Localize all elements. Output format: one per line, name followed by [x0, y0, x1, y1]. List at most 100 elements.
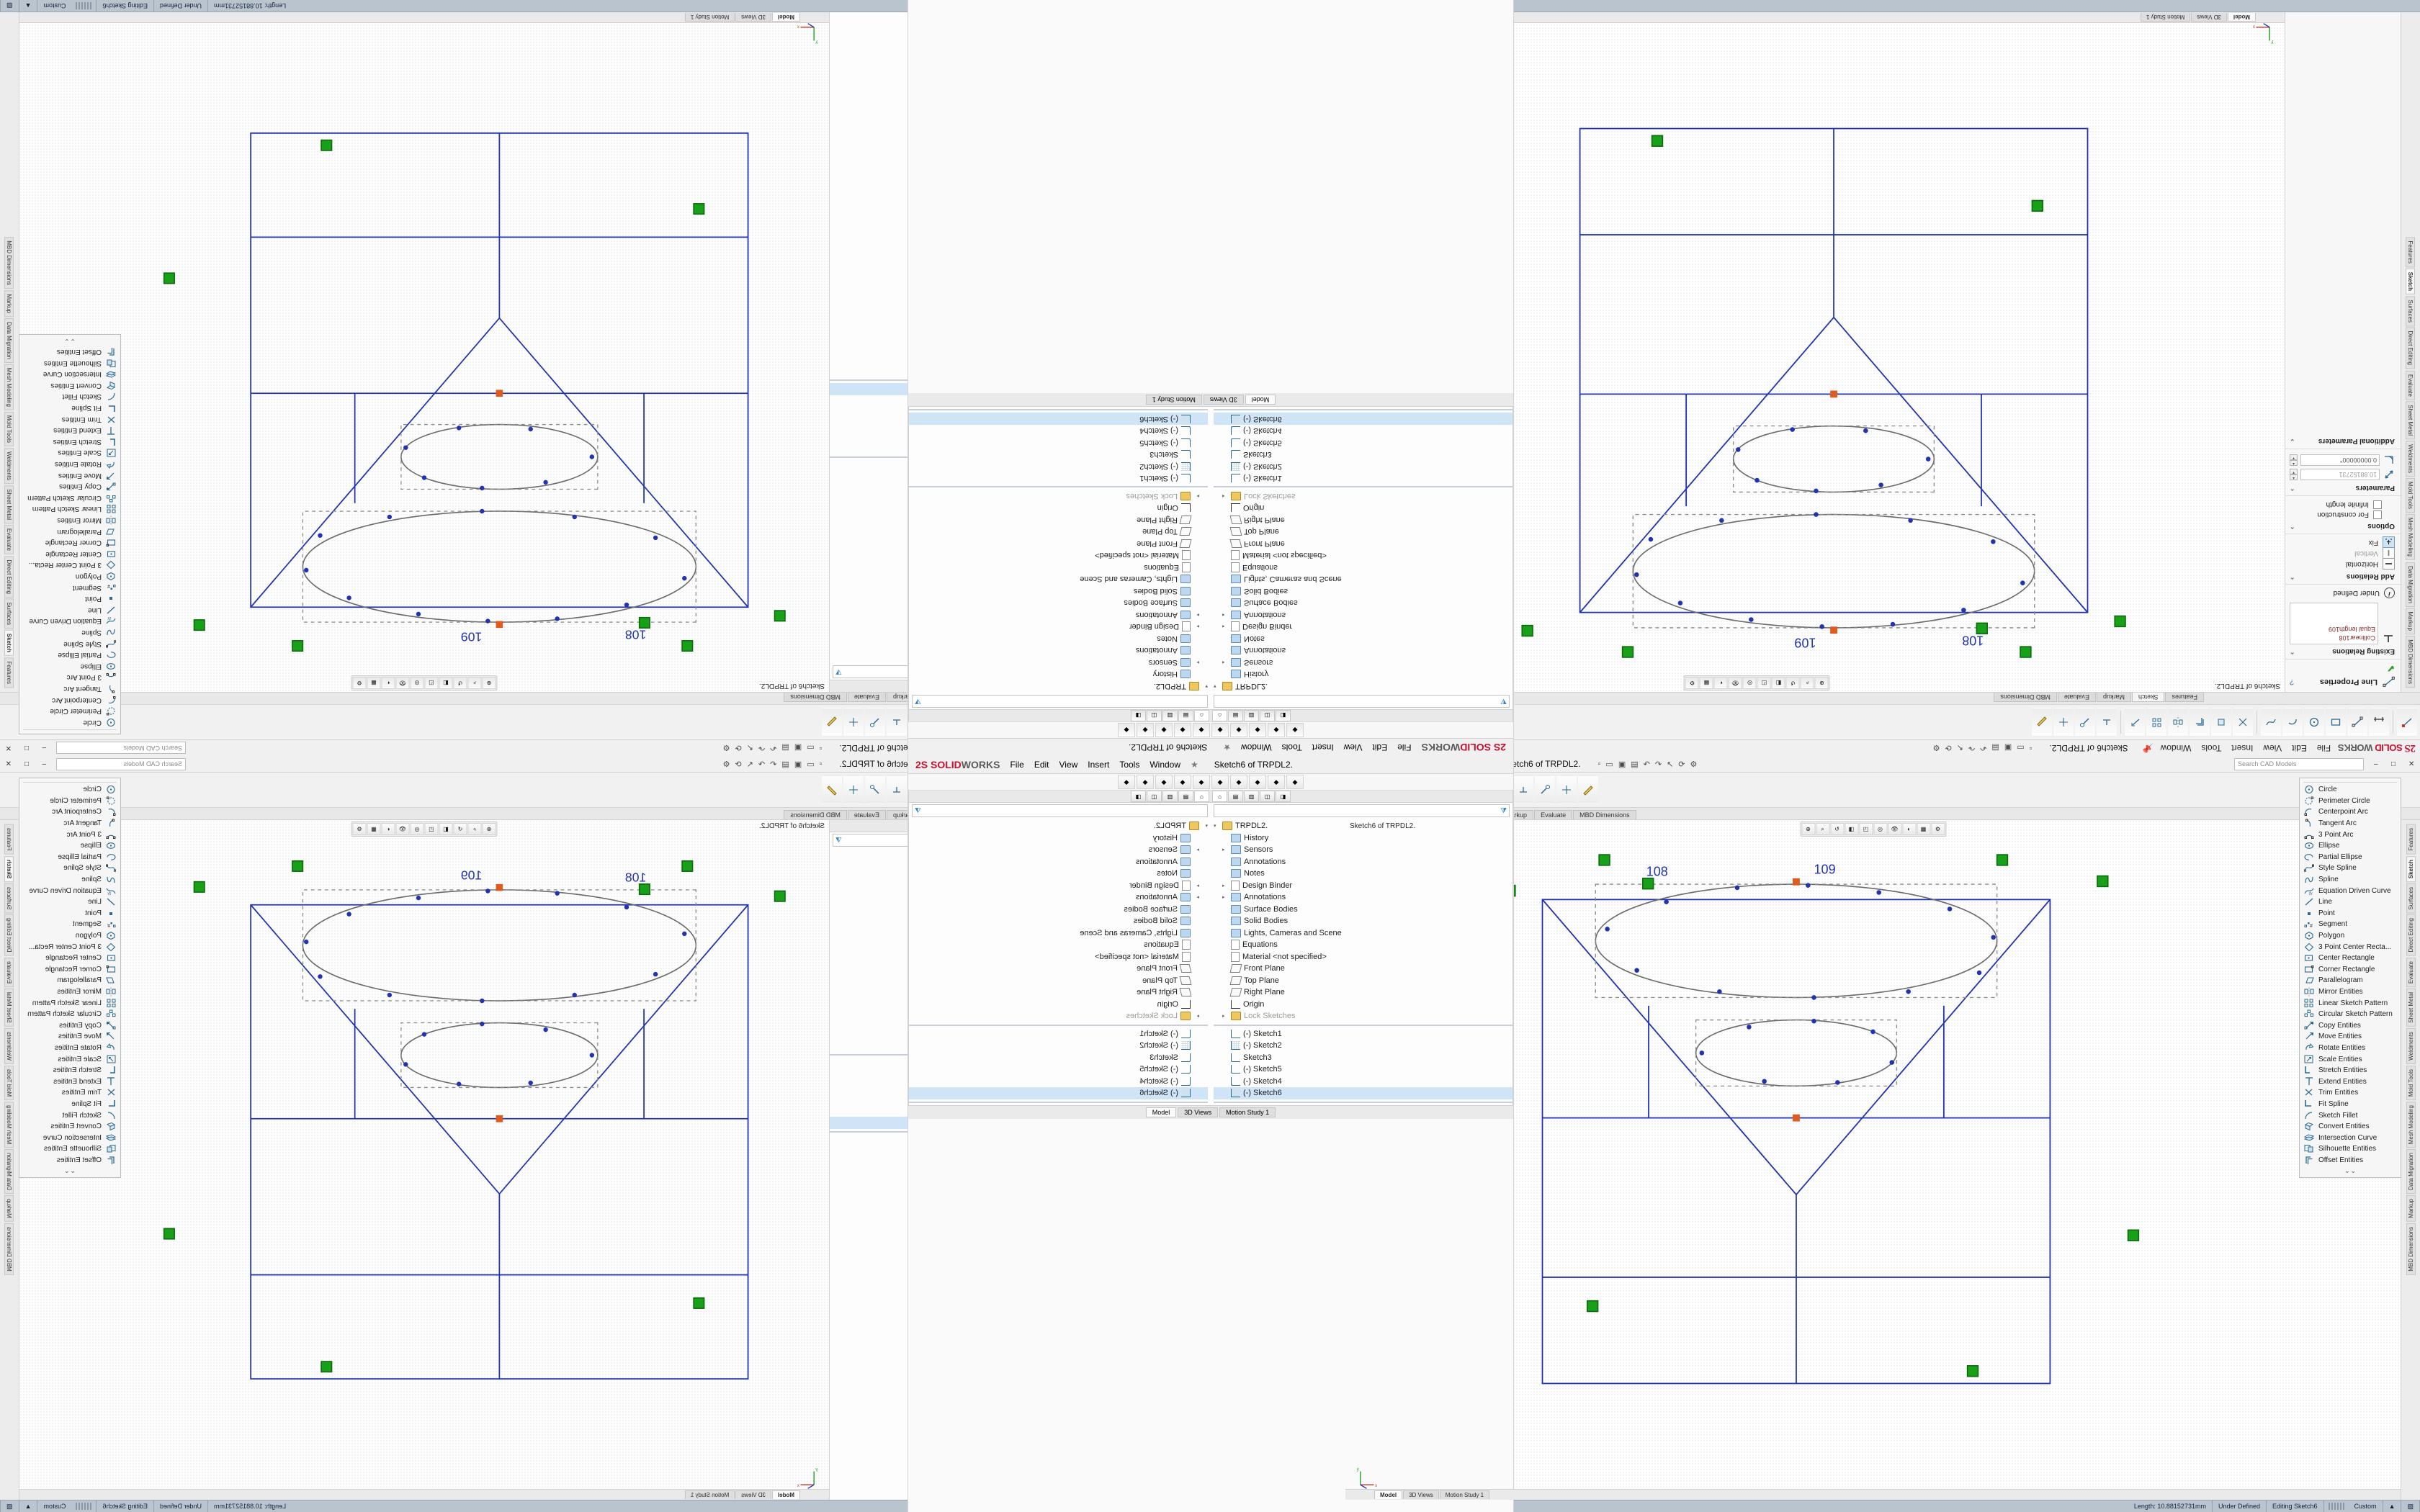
- hide-show-icon[interactable]: ◆: [1174, 723, 1191, 737]
- ribbon-button-rapid-sketch[interactable]: [1578, 775, 1598, 804]
- restore-button[interactable]: □: [2387, 760, 2398, 768]
- configuration-manager-tab[interactable]: ▥: [1244, 710, 1259, 721]
- doc-tab-model[interactable]: Model: [771, 1490, 800, 1499]
- print-icon[interactable]: ▤: [781, 760, 789, 769]
- sketch-tool-mirror-entities[interactable]: Mirror Entities: [19, 515, 120, 526]
- feature-manager-tab[interactable]: ⌂: [1194, 710, 1209, 721]
- tree-node[interactable]: Material <not specified>: [909, 549, 1208, 562]
- doc-tab-motion-study-1[interactable]: Motion Study 1: [1219, 1107, 1276, 1117]
- ribbon-tab-markup[interactable]: Markup: [2096, 693, 2131, 702]
- ribbon-button-rapid-sketch[interactable]: [822, 708, 842, 737]
- zoom-to-area-icon[interactable]: ⌕: [467, 823, 482, 835]
- document-tab-strip[interactable]: Model 3D Views Motion Study 1: [19, 12, 829, 23]
- display-style-icon[interactable]: ◎: [410, 823, 424, 835]
- ribbon-button-display-delete-relations[interactable]: [887, 708, 907, 737]
- ribbon-button-trim-entities[interactable]: [2233, 708, 2253, 737]
- sketch-tool-circular-sketch-pattern[interactable]: Circular Sketch Pattern: [19, 492, 120, 504]
- configuration-manager-tab[interactable]: ▥: [1162, 710, 1178, 721]
- pin-icon[interactable]: ★: [1223, 742, 1231, 752]
- hide-show-icon[interactable]: ◆: [1230, 775, 1247, 789]
- print-icon[interactable]: ▤: [1631, 760, 1639, 769]
- tree-node[interactable]: Notes: [909, 633, 1208, 645]
- sketch-tool-polygon[interactable]: Polygon: [2300, 930, 2401, 942]
- configuration-manager-tab[interactable]: ▥: [1244, 791, 1259, 802]
- expand-arrow[interactable]: ▸: [1222, 1014, 1225, 1020]
- display-style-icon[interactable]: ◎: [1743, 677, 1757, 689]
- left-rail-tab-sheet-metal[interactable]: Sheet Metal: [2406, 401, 2416, 440]
- save-icon[interactable]: ▣: [794, 760, 802, 769]
- sketch-tool-spline[interactable]: Spline: [19, 627, 120, 639]
- select-icon[interactable]: ↖: [1956, 743, 1963, 752]
- tree-sketch-node[interactable]: (-) Sketch6: [909, 1087, 1208, 1099]
- sketch-tool-move-entities[interactable]: Move Entities: [2300, 1031, 2401, 1043]
- new-icon[interactable]: ▫: [819, 744, 823, 753]
- pin-icon[interactable]: ★: [1191, 760, 1198, 770]
- sketch-tool-circle[interactable]: Circle: [19, 716, 120, 728]
- tree-node[interactable]: Equations: [1214, 562, 1512, 574]
- sheet-icon[interactable]: ▨: [0, 1500, 19, 1512]
- expand-arrow[interactable]: ▸: [1196, 847, 1199, 853]
- sketch-tool-trim-entities[interactable]: Trim Entities: [19, 413, 120, 425]
- view-heads-up-toolbar[interactable]: ⊕ ⌕ ↺ ◧ ◰ ◎ 👁 ◐ ▦ ⚙: [1800, 822, 1946, 837]
- ribbon-button-circle[interactable]: [2304, 708, 2324, 737]
- sketch-tool-centerpoint-arc[interactable]: Centerpoint Arc: [19, 694, 120, 706]
- ribbon-tab-features[interactable]: Features: [2165, 693, 2204, 702]
- hide-show-icon[interactable]: 👁: [395, 823, 410, 835]
- tree-node[interactable]: Top Plane: [1214, 975, 1512, 987]
- save-icon[interactable]: ▣: [794, 743, 802, 752]
- view-settings-icon[interactable]: ⚙: [1931, 823, 1945, 835]
- restore-button[interactable]: □: [22, 760, 33, 768]
- dimxpert-tab[interactable]: ◫: [1147, 710, 1162, 721]
- sketch-tool-polygon[interactable]: Polygon: [19, 571, 120, 582]
- zoom-to-fit-icon[interactable]: ⊕: [1815, 677, 1829, 689]
- ribbon-button-smart-dimension[interactable]: [2369, 708, 2389, 737]
- menu-item-insert[interactable]: Insert: [1088, 760, 1110, 770]
- spinner-up[interactable]: ▲: [2290, 460, 2298, 467]
- doc-tab-model[interactable]: Model: [771, 13, 800, 22]
- right-rail-tab-features[interactable]: Features: [4, 824, 14, 855]
- angle-spinner[interactable]: ▲▼: [2290, 454, 2298, 467]
- tree-node[interactable]: ▸ Sensors: [909, 657, 1208, 669]
- feature-tree-filter[interactable]: ⧩: [1214, 695, 1510, 708]
- doc-tab-3d-views[interactable]: 3D Views: [735, 13, 771, 22]
- filter-icon[interactable]: ⧩: [835, 667, 842, 676]
- sketch-tool-offset-entities[interactable]: Offset Entities: [19, 1155, 120, 1166]
- ribbon-button-quick-snaps[interactable]: [2053, 708, 2074, 737]
- options-icon[interactable]: ⚙: [1932, 743, 1940, 752]
- infinite-length-checkbox[interactable]: [2373, 500, 2382, 509]
- tree-node[interactable]: ▸ Annotations: [1214, 609, 1512, 621]
- relation-vertical-button[interactable]: Vertical: [2290, 547, 2395, 559]
- new-icon[interactable]: ▫: [2029, 744, 2033, 753]
- ribbon-tab-evaluate[interactable]: Evaluate: [1534, 810, 1573, 819]
- tree-node[interactable]: Top Plane: [909, 526, 1208, 538]
- tree-sketch-node[interactable]: (-) Sketch6: [909, 413, 1208, 425]
- graphics-area[interactable]: Sketch6 of TRPDL2. ⊕ ⌕ ↺ ◧ ◰ ◎ 👁 ◐ ▦ ⚙: [1229, 12, 2285, 692]
- expand-arrow[interactable]: ▾: [1205, 824, 1208, 829]
- zoom-to-fit-icon[interactable]: ⊕: [482, 823, 496, 835]
- previous-view-icon[interactable]: ↺: [1830, 823, 1844, 835]
- expand-arrow[interactable]: ▸: [1196, 1014, 1199, 1020]
- sheet-icon[interactable]: ▨: [0, 0, 19, 12]
- zoom-to-fit-icon[interactable]: ◆: [1286, 723, 1304, 737]
- filter-icon[interactable]: ⧩: [835, 836, 842, 845]
- tree-node[interactable]: Origin: [909, 999, 1208, 1011]
- feature-manager-tab-strip[interactable]: ⌂ ▤ ▥ ◫ ◨: [1211, 791, 1512, 803]
- expand-arrow[interactable]: ▸: [1196, 611, 1199, 617]
- right-rail-tab-surfaces[interactable]: Surfaces: [2406, 883, 2416, 914]
- left-rail-tab-features[interactable]: Features: [2406, 237, 2416, 268]
- menu-item-tools[interactable]: Tools: [2201, 743, 2222, 753]
- ribbon-button-quick-snaps[interactable]: [1556, 775, 1577, 804]
- right-rail-tab-weldments[interactable]: Weldments: [4, 1027, 14, 1064]
- menu-item-window[interactable]: Window: [1240, 742, 1272, 752]
- sketch-tool-equation-driven-curve[interactable]: fx Equation Driven Curve: [19, 885, 120, 896]
- expand-arrow[interactable]: ▸: [1222, 847, 1225, 853]
- ribbon-tab-mbd-dimensions[interactable]: MBD Dimensions: [784, 693, 847, 702]
- redo-icon[interactable]: ↷: [1654, 760, 1662, 769]
- left-rail-tab-weldments[interactable]: Weldments: [2406, 441, 2416, 477]
- sketch-tool-rotate-entities[interactable]: Rotate Entities: [2300, 1043, 2401, 1054]
- tree-node[interactable]: Surface Bodies: [1214, 904, 1512, 916]
- tree-node[interactable]: Notes: [1214, 633, 1512, 645]
- tree-node[interactable]: ▸ Lock Sketches: [909, 1010, 1208, 1022]
- view-heads-up-toolbar[interactable]: ⊕ ⌕ ↺ ◧ ◰ ◎ 👁 ◐ ▦ ⚙: [351, 822, 498, 837]
